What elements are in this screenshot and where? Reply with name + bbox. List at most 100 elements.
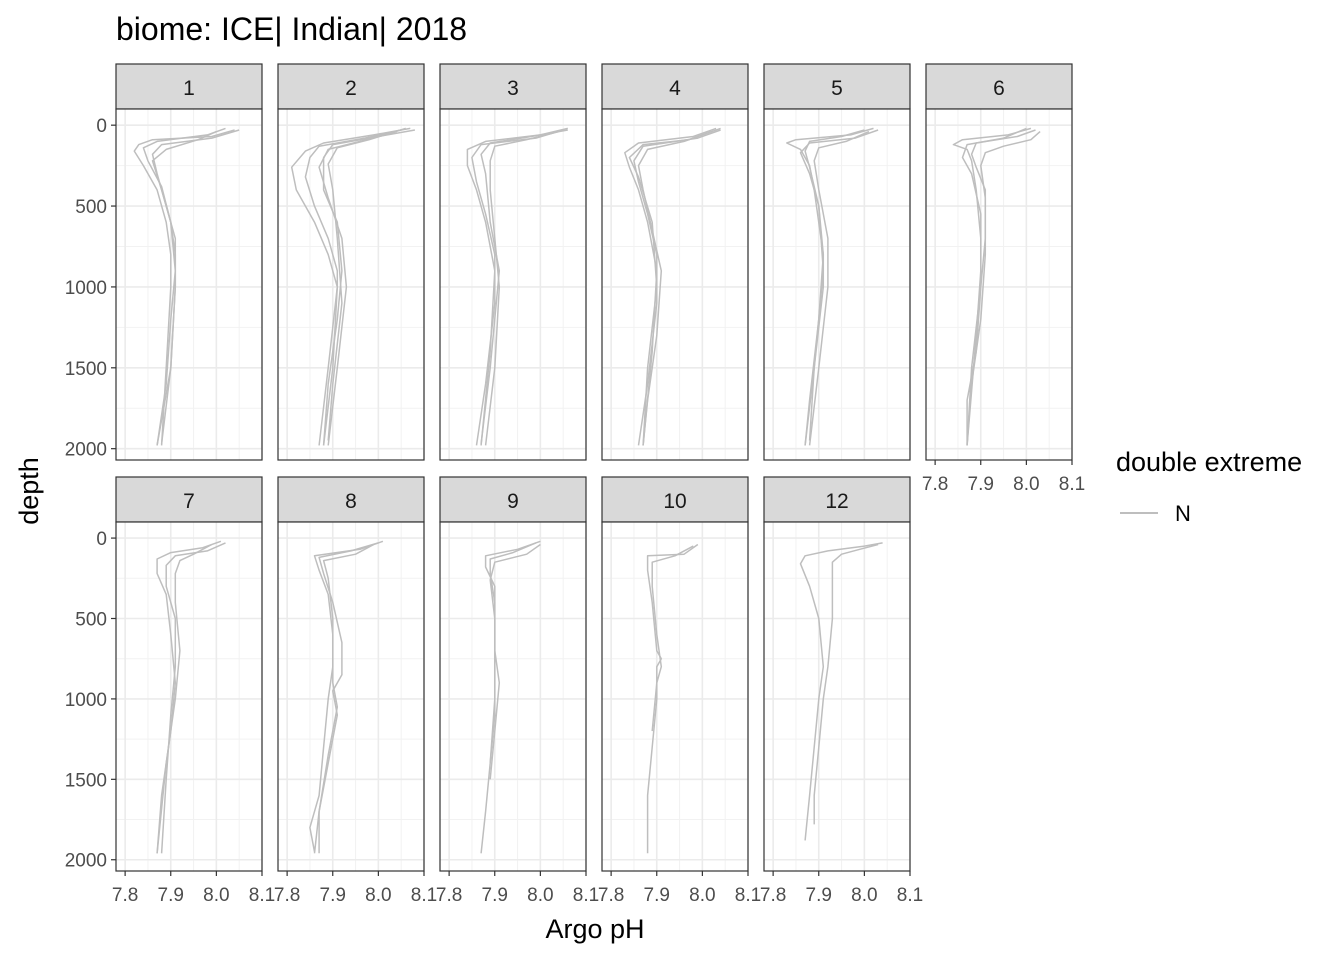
- facet-strip: [277, 476, 425, 523]
- y-tick-label: 1000: [65, 278, 107, 299]
- x-tick-label: 8.1: [1059, 474, 1085, 495]
- profile-line: [808, 130, 870, 446]
- facet-strip-label: 8: [345, 490, 357, 513]
- facet-strip-label: 7: [183, 490, 195, 513]
- facet-strip-label: 9: [507, 490, 519, 513]
- facet-strip-label: 2: [345, 77, 357, 100]
- facet-strip: [601, 476, 749, 523]
- profile-line: [804, 129, 865, 441]
- profile-line: [813, 543, 879, 825]
- profile-line: [304, 129, 402, 446]
- profile-line: [318, 542, 379, 854]
- x-tick-label: 7.8: [274, 885, 300, 906]
- y-tick-label: 0: [96, 116, 107, 137]
- facet-strip: [277, 63, 425, 110]
- panel-border: [277, 108, 425, 461]
- panel-border: [115, 521, 263, 872]
- profile-line: [651, 545, 694, 732]
- panel-background: [440, 109, 586, 460]
- facet-strip: [763, 63, 911, 110]
- profile-line: [966, 131, 1041, 444]
- profile-line: [309, 543, 375, 852]
- panel-background: [602, 109, 748, 460]
- legend-title: double extreme: [1116, 447, 1302, 477]
- facet-panel-12: 12 7.8 7.9 8.0 8.1: [760, 476, 923, 906]
- facet-strip-label: 10: [663, 490, 686, 513]
- panel-border: [439, 108, 587, 461]
- profile-line: [489, 542, 537, 780]
- profile-line: [480, 129, 568, 444]
- y-tick-label: 1500: [65, 770, 107, 791]
- panel-background: [764, 522, 910, 871]
- y-tick-label: 500: [75, 609, 107, 630]
- y-tick-label: 2000: [65, 851, 107, 872]
- chart-title: biome: ICE| Indian| 2018: [116, 11, 467, 47]
- profile-line: [489, 543, 541, 764]
- y-axis-label: depth: [14, 457, 44, 525]
- panel-border: [601, 521, 749, 872]
- x-tick-label: 8.0: [203, 885, 229, 906]
- x-tick-label: 7.9: [968, 474, 994, 495]
- panel-border: [277, 521, 425, 872]
- facet-panel-2: 2: [277, 63, 425, 461]
- panel-border: [763, 521, 911, 872]
- facet-strip-label: 4: [669, 77, 681, 100]
- profile-line: [484, 130, 559, 446]
- profile-line: [466, 127, 568, 446]
- panel-border: [439, 521, 587, 872]
- x-tick-label: 7.8: [112, 885, 138, 906]
- panel-background: [278, 522, 424, 871]
- x-tick-label: 7.8: [436, 885, 462, 906]
- y-tick-label: 0: [96, 529, 107, 550]
- x-tick-label: 7.8: [598, 885, 624, 906]
- facet-panel-4: 4: [601, 63, 749, 461]
- panel-border: [925, 108, 1073, 461]
- profile-line: [290, 127, 411, 446]
- x-tick-label: 8.1: [735, 885, 761, 906]
- x-tick-label: 7.9: [320, 885, 346, 906]
- profile-line: [961, 127, 1027, 446]
- profile-line: [151, 130, 217, 446]
- x-tick-label: 8.1: [411, 885, 437, 906]
- panel-background: [278, 109, 424, 460]
- panel-background: [116, 522, 262, 871]
- panel-background: [764, 109, 910, 460]
- x-tick-label: 8.1: [897, 885, 923, 906]
- x-tick-label: 8.0: [365, 885, 391, 906]
- y-tick-label: 1000: [65, 690, 107, 711]
- x-axis-label: Argo pH: [545, 914, 644, 944]
- facet-strip-label: 6: [993, 77, 1005, 100]
- panel-background: [440, 522, 586, 871]
- panel-border: [763, 108, 911, 461]
- x-tick-label: 8.0: [527, 885, 553, 906]
- facet-panel-9: 9 7.8 7.9 8.0 8.1: [436, 476, 599, 906]
- facet-strip: [115, 63, 263, 110]
- facet-panel-10: 10 7.8 7.9 8.0 8.1: [598, 476, 761, 906]
- x-tick-label: 7.9: [644, 885, 670, 906]
- profile-line: [133, 129, 235, 446]
- x-tick-label: 8.1: [573, 885, 599, 906]
- profile-line: [637, 130, 712, 446]
- legend-entry-label: N: [1175, 501, 1191, 526]
- facet-panel-6: 6 7.8 7.9 8.0 8.1: [922, 63, 1085, 495]
- profile-line: [628, 127, 721, 446]
- facet-strip-label: 12: [825, 490, 848, 513]
- facet-panel-5: 5: [763, 63, 911, 461]
- profile-line: [327, 127, 407, 441]
- profile-line: [156, 543, 213, 854]
- x-tick-label: 8.0: [689, 885, 715, 906]
- facet-strip: [763, 476, 911, 523]
- facet-strip: [439, 63, 587, 110]
- x-tick-label: 7.9: [482, 885, 508, 906]
- panel-border: [115, 108, 263, 461]
- x-tick-label: 7.9: [806, 885, 832, 906]
- profile-line: [471, 129, 564, 446]
- panel-background: [116, 109, 262, 460]
- facet-panel-8: 8 7.8 7.9 8.0 8.1: [274, 476, 437, 906]
- facet-strip-label: 1: [183, 77, 195, 100]
- panel-background: [602, 522, 748, 871]
- x-tick-label: 8.0: [851, 885, 877, 906]
